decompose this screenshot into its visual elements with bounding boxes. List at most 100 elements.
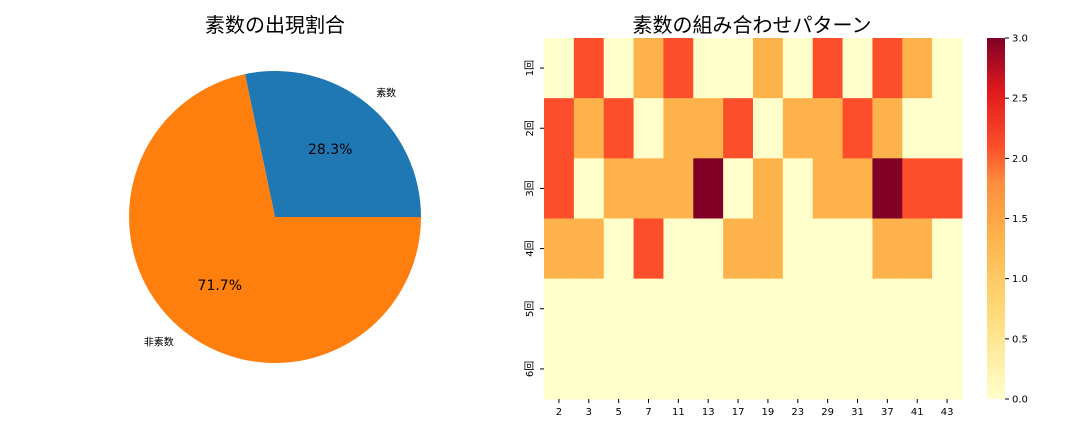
- colorbar-ticks: 0.0 0.5 1.0 1.5 2.0 2.5 3.0: [1005, 34, 1028, 406]
- heatmap-cell: [633, 338, 664, 400]
- heatmap-cell: [753, 278, 784, 340]
- heatmap-cell: [782, 278, 814, 340]
- heatmap-cells: [544, 38, 963, 400]
- heatmap-cell: [723, 218, 754, 280]
- y-tick-label: 3回: [524, 180, 536, 196]
- heatmap-cell: [544, 218, 575, 280]
- heatmap-cell: [902, 98, 933, 159]
- colorbar-tick-label: 2.0: [1012, 154, 1028, 165]
- heatmap-cell: [842, 278, 873, 340]
- colorbar-tick-label: 0.0: [1012, 395, 1028, 406]
- heatmap-cell: [663, 98, 694, 159]
- heatmap-y-ticks: 1回 2回 3回 4回 5回 6回: [524, 60, 544, 377]
- heatmap-cell: [932, 98, 963, 159]
- heatmap-cell: [812, 38, 844, 99]
- x-tick-label: 41: [911, 407, 924, 418]
- heatmap-cell: [872, 278, 903, 340]
- heatmap-cell: [872, 218, 903, 280]
- heatmap-cell: [782, 158, 814, 219]
- heatmap-cell: [932, 218, 963, 280]
- heatmap-cell: [633, 158, 664, 219]
- heatmap-cell: [723, 158, 754, 219]
- heatmap-cell: [663, 38, 694, 99]
- heatmap-cell: [633, 98, 664, 159]
- heatmap-cell: [573, 158, 605, 219]
- colorbar-gradient: [987, 38, 1005, 399]
- y-tick-label: 4回: [524, 240, 536, 256]
- heatmap-cell: [782, 38, 814, 99]
- colorbar-tick-label: 2.5: [1012, 94, 1028, 105]
- heatmap-cell: [902, 278, 933, 340]
- heatmap-cell: [932, 158, 963, 219]
- heatmap-cell: [573, 338, 605, 400]
- heatmap-cell: [902, 38, 933, 99]
- heatmap-cell: [842, 158, 873, 219]
- heatmap-cell: [693, 278, 724, 340]
- pie-slice-label-0: 素数: [376, 86, 396, 99]
- heatmap-cell: [753, 38, 784, 99]
- heatmap-cell: [842, 38, 873, 99]
- y-tick-label: 1回: [524, 60, 536, 76]
- pie-slice-percent-0: 28.3%: [308, 142, 352, 158]
- pie-slice-label-1: 非素数: [144, 336, 174, 349]
- pie-chart: 素数の出現割合 素数 28.3% 非素数 71.7%: [128, 13, 421, 363]
- heatmap-cell: [633, 218, 664, 280]
- heatmap-cell: [603, 278, 635, 340]
- heatmap-cell: [573, 98, 605, 159]
- heatmap-cell: [723, 38, 754, 99]
- x-tick-label: 13: [702, 407, 715, 418]
- heatmap-cell: [842, 98, 873, 159]
- heatmap-cell: [633, 278, 664, 340]
- heatmap-cell: [573, 38, 605, 99]
- heatmap-cell: [902, 158, 933, 219]
- pie-slice-percent-1: 71.7%: [198, 278, 242, 294]
- pie-labels: 素数 28.3% 非素数 71.7%: [144, 86, 396, 348]
- heatmap-cell: [932, 278, 963, 340]
- y-tick-label: 5回: [524, 301, 536, 317]
- heatmap-cell: [663, 158, 694, 219]
- x-tick-label: 31: [851, 407, 864, 418]
- heatmap-title: 素数の組み合わせパターン: [633, 13, 872, 37]
- heatmap-cell: [603, 338, 635, 400]
- colorbar-tick-label: 3.0: [1012, 34, 1028, 45]
- heatmap-cell: [723, 278, 754, 340]
- x-tick-label: 23: [791, 407, 804, 418]
- heatmap-cell: [812, 98, 844, 159]
- x-tick-label: 2: [556, 407, 562, 418]
- heatmap-cell: [544, 338, 575, 400]
- x-tick-label: 29: [821, 407, 834, 418]
- heatmap-cell: [782, 218, 814, 280]
- heatmap-cell: [573, 278, 605, 340]
- heatmap-cell: [753, 338, 784, 400]
- x-tick-label: 11: [672, 407, 685, 418]
- heatmap-cell: [902, 338, 933, 400]
- colorbar-tick-label: 0.5: [1012, 334, 1028, 345]
- heatmap-cell: [782, 98, 814, 159]
- x-tick-label: 5: [615, 407, 621, 418]
- heatmap-cell: [573, 218, 605, 280]
- heatmap-cell: [603, 158, 635, 219]
- x-tick-label: 19: [762, 407, 775, 418]
- heatmap-cell: [842, 338, 873, 400]
- colorbar-tick-label: 1.5: [1012, 214, 1028, 225]
- heatmap-cell: [753, 158, 784, 219]
- heatmap-cell: [753, 218, 784, 280]
- heatmap-cell: [693, 218, 724, 280]
- heatmap-cell: [663, 278, 694, 340]
- heatmap-cell: [782, 338, 814, 400]
- y-tick-label: 2回: [524, 120, 536, 136]
- heatmap-cell: [723, 338, 754, 400]
- heatmap-cell: [544, 278, 575, 340]
- heatmap-cell: [932, 38, 963, 99]
- heatmap-cell: [812, 158, 844, 219]
- heatmap-cell: [544, 158, 575, 219]
- heatmap-cell: [812, 338, 844, 400]
- heatmap-cell: [872, 158, 903, 219]
- heatmap-cell: [603, 38, 635, 99]
- heatmap-cell: [872, 38, 903, 99]
- heatmap-cell: [753, 98, 784, 159]
- heatmap-cell: [663, 218, 694, 280]
- pie-slice-0: [244, 71, 421, 217]
- x-tick-label: 7: [645, 407, 651, 418]
